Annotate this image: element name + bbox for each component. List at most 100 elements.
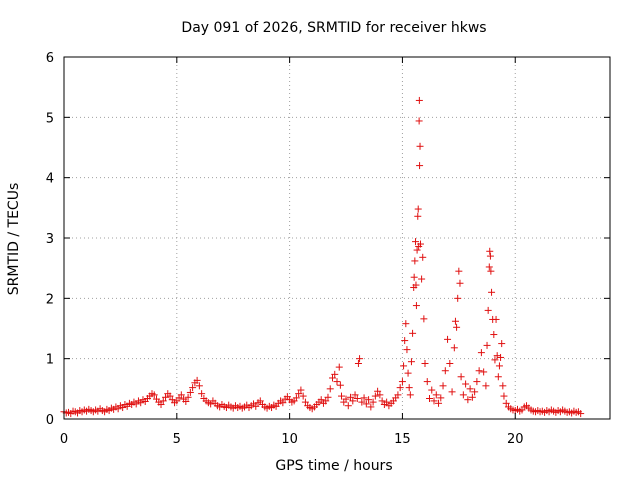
data-point xyxy=(412,302,420,310)
data-point xyxy=(464,396,472,404)
data-point xyxy=(347,393,355,401)
data-point xyxy=(295,390,303,398)
data-point xyxy=(471,388,479,396)
data-point xyxy=(415,96,423,104)
data-point xyxy=(439,382,447,390)
data-point xyxy=(430,397,438,405)
data-point xyxy=(466,385,474,393)
data-point xyxy=(499,382,507,390)
data-point xyxy=(193,376,201,384)
data-point xyxy=(412,238,420,246)
data-point xyxy=(404,369,412,377)
data-point xyxy=(374,387,382,395)
data-point xyxy=(454,294,462,302)
data-point xyxy=(488,288,496,296)
x-axis-ticks: 0 5 10 15 20 xyxy=(60,57,524,447)
y-tick-label: 5 xyxy=(46,111,54,126)
data-point xyxy=(485,263,493,271)
data-point xyxy=(378,397,386,405)
data-point xyxy=(480,368,488,376)
data-point xyxy=(182,398,190,406)
data-point xyxy=(344,402,352,410)
y-tick-label: 3 xyxy=(46,232,54,247)
data-point xyxy=(371,392,379,400)
data-point xyxy=(402,320,410,328)
y-tick-label: 4 xyxy=(46,172,54,187)
data-point xyxy=(189,384,197,392)
data-point xyxy=(448,388,456,396)
data-point xyxy=(426,394,434,402)
data-point xyxy=(495,362,503,370)
data-point xyxy=(297,386,305,394)
data-point xyxy=(419,253,427,261)
data-point xyxy=(354,359,362,367)
data-point xyxy=(494,373,502,381)
data-point xyxy=(459,391,467,399)
data-point xyxy=(326,385,334,393)
data-point xyxy=(418,275,426,283)
data-point xyxy=(498,340,506,348)
data-point xyxy=(416,142,424,150)
data-point xyxy=(483,341,491,349)
data-point xyxy=(342,395,350,403)
data-point xyxy=(482,382,490,390)
data-point xyxy=(492,315,500,323)
data-point xyxy=(455,267,463,275)
data-point xyxy=(409,329,417,337)
data-point xyxy=(493,352,501,360)
data-point xyxy=(453,323,461,331)
data-point xyxy=(577,410,585,418)
data-point xyxy=(428,386,436,394)
data-point xyxy=(358,398,366,406)
data-point xyxy=(157,401,165,409)
data-points xyxy=(60,96,585,418)
data-point xyxy=(450,344,458,352)
data-point xyxy=(415,117,423,125)
data-point xyxy=(407,358,415,366)
data-point xyxy=(403,346,411,354)
data-point xyxy=(177,391,185,399)
data-point xyxy=(468,393,476,401)
data-point xyxy=(301,398,309,406)
data-point xyxy=(475,367,483,375)
data-point xyxy=(356,355,364,363)
y-tick-label: 2 xyxy=(46,292,54,307)
data-point xyxy=(186,388,194,396)
data-point xyxy=(437,394,445,402)
data-point xyxy=(159,397,167,405)
data-point xyxy=(400,362,408,370)
data-point xyxy=(324,393,332,401)
data-point xyxy=(420,315,428,323)
data-point xyxy=(398,378,406,386)
chart-title: Day 091 of 2026, SRMTID for receiver hkw… xyxy=(181,20,486,36)
x-tick-label: 15 xyxy=(394,432,411,447)
x-tick-label: 5 xyxy=(173,432,181,447)
data-point xyxy=(405,384,413,392)
y-axis-label: SRMTID / TECUs xyxy=(6,183,22,296)
data-point xyxy=(256,397,264,405)
data-point xyxy=(150,391,158,399)
data-point xyxy=(421,359,429,367)
data-point xyxy=(166,392,174,400)
data-point xyxy=(353,394,361,402)
x-tick-label: 10 xyxy=(281,432,298,447)
data-point xyxy=(333,378,341,386)
data-point xyxy=(441,367,449,375)
grid-lines xyxy=(64,57,610,419)
data-point xyxy=(490,331,498,339)
y-tick-label: 6 xyxy=(46,51,54,66)
data-point xyxy=(322,397,330,405)
data-point xyxy=(473,378,481,386)
data-point xyxy=(376,391,384,399)
data-point xyxy=(195,382,203,390)
data-point xyxy=(487,267,495,275)
data-point xyxy=(497,353,505,361)
y-axis-ticks: 0 1 2 3 4 5 6 xyxy=(46,51,610,428)
data-point xyxy=(423,378,431,386)
x-tick-label: 20 xyxy=(507,432,524,447)
data-point xyxy=(198,390,206,398)
data-point xyxy=(456,279,464,287)
data-point xyxy=(383,398,391,406)
data-point xyxy=(451,317,459,325)
